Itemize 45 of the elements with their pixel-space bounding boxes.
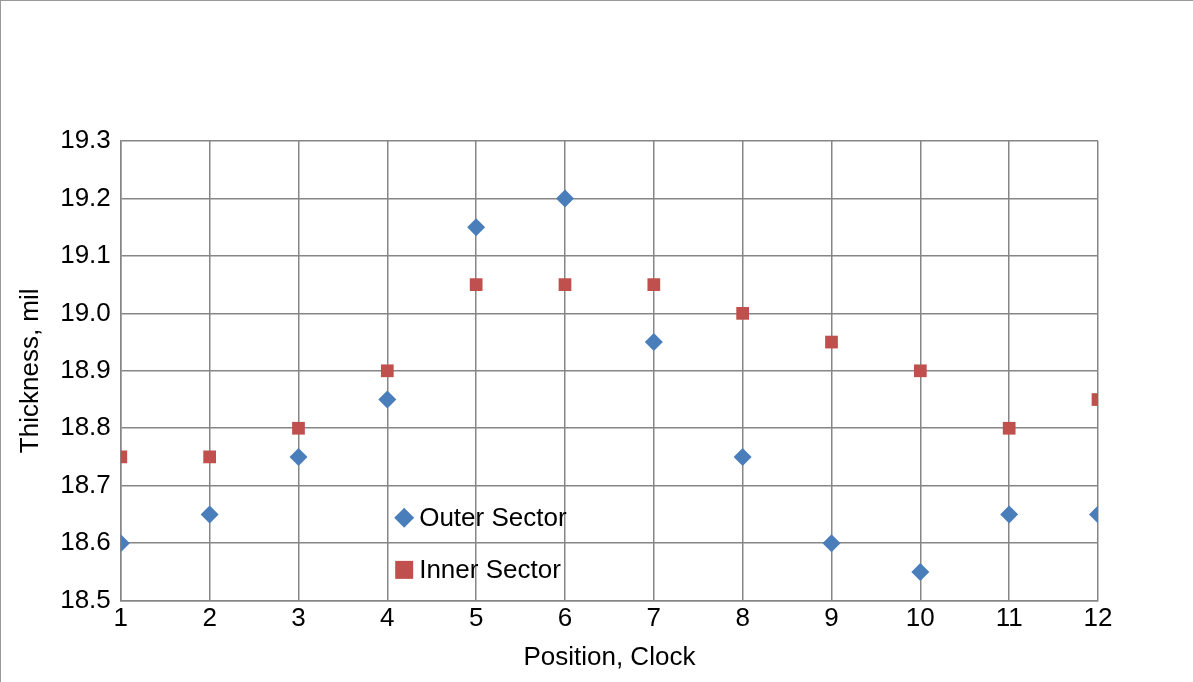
y-tick-label: 18.8 — [60, 411, 111, 442]
legend-label: Outer Sector — [419, 502, 567, 533]
point — [467, 218, 486, 237]
x-tick-label: 9 — [824, 602, 839, 633]
x-tick-label: 1 — [113, 602, 129, 633]
point — [289, 447, 308, 466]
point — [378, 390, 397, 409]
point — [1002, 421, 1016, 435]
x-tick-label: 5 — [468, 602, 484, 633]
point — [644, 333, 663, 352]
x-tick-label: 6 — [557, 602, 573, 633]
y-tick-label: 18.9 — [60, 353, 111, 384]
x-tick-label: 4 — [380, 602, 395, 633]
y-axis-title: Thickness, mil — [13, 288, 44, 454]
point — [1000, 505, 1019, 524]
x-tick-label: 8 — [735, 602, 750, 633]
x-tick-label: 12 — [1083, 602, 1113, 633]
y-tick-label: 18.6 — [60, 526, 111, 557]
point — [469, 278, 483, 291]
point — [911, 562, 930, 581]
y-tick-label: 18.7 — [60, 468, 111, 499]
x-tick-label: 10 — [905, 602, 935, 633]
point — [913, 364, 927, 378]
point — [647, 278, 661, 291]
point — [733, 447, 752, 466]
legend-label: Inner Sector — [419, 554, 562, 585]
point — [825, 335, 838, 349]
y-tick-label: 18.5 — [60, 583, 111, 614]
point — [822, 534, 841, 553]
y-tick-label: 19.3 — [60, 124, 111, 155]
x-tick-label: 7 — [646, 602, 662, 633]
point — [203, 450, 216, 464]
point — [200, 505, 219, 524]
x-tick-label: 3 — [291, 602, 306, 633]
y-tick-label: 19.0 — [60, 296, 111, 327]
x-tick-label: 11 — [995, 602, 1023, 633]
y-tick-label: 19.2 — [60, 181, 111, 212]
point — [380, 364, 394, 378]
point — [558, 278, 572, 291]
point — [555, 189, 574, 208]
x-tick-label: 2 — [202, 602, 217, 633]
point — [736, 306, 750, 320]
point — [292, 421, 305, 435]
x-axis-title: Position, Clock — [523, 640, 697, 671]
y-tick-label: 19.1 — [60, 239, 111, 270]
